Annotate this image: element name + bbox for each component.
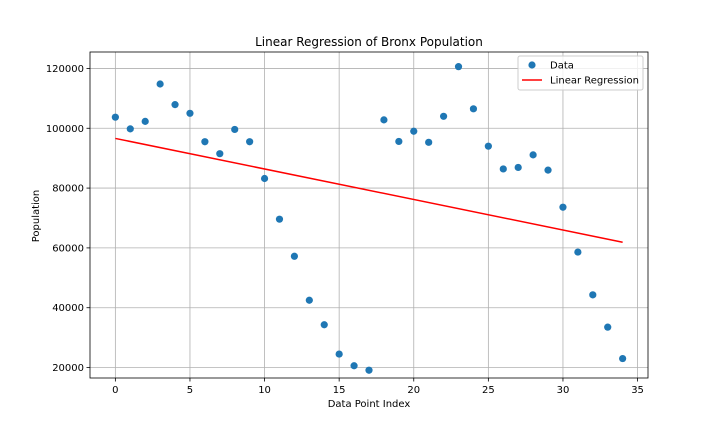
data-point bbox=[484, 142, 492, 150]
data-point bbox=[141, 117, 149, 125]
data-point bbox=[335, 350, 343, 358]
x-tick-label: 30 bbox=[557, 385, 570, 396]
x-tick-label: 35 bbox=[631, 385, 644, 396]
data-point bbox=[320, 321, 328, 329]
data-point bbox=[469, 105, 478, 113]
chart-title: Linear Regression of Bronx Population bbox=[255, 35, 483, 49]
data-point bbox=[410, 127, 418, 135]
data-point bbox=[395, 137, 403, 146]
data-point bbox=[559, 203, 567, 211]
legend-data-marker bbox=[528, 61, 536, 69]
data-point bbox=[589, 291, 597, 299]
legend-label-regression: Linear Regression bbox=[550, 76, 639, 87]
grid bbox=[90, 52, 648, 378]
data-point bbox=[156, 80, 164, 88]
axis-ticks: 0 5 10 15 20 25 30 35 20000 40000 60000 80000 100000… bbox=[46, 64, 644, 396]
data-point bbox=[380, 116, 388, 124]
data-point bbox=[604, 323, 612, 331]
data-point bbox=[305, 296, 313, 304]
x-tick-label: 0 bbox=[112, 385, 118, 396]
chart-marks bbox=[111, 63, 627, 374]
x-tick-label: 10 bbox=[258, 385, 271, 396]
y-tick-label: 40000 bbox=[52, 303, 84, 314]
x-tick-label: 20 bbox=[407, 385, 420, 396]
x-tick-label: 15 bbox=[333, 385, 346, 396]
data-point bbox=[231, 125, 239, 134]
legend-box bbox=[517, 55, 644, 91]
data-point bbox=[425, 138, 433, 146]
plot-frame bbox=[89, 51, 649, 379]
legend-label-data: Data bbox=[550, 61, 574, 72]
data-point bbox=[275, 215, 284, 223]
data-point bbox=[499, 165, 507, 173]
regression-line bbox=[115, 137, 623, 243]
y-tick-label: 80000 bbox=[52, 184, 84, 195]
y-tick-label: 100000 bbox=[46, 124, 84, 135]
y-axis-label: Population bbox=[31, 190, 42, 243]
data-point bbox=[454, 63, 463, 71]
y-tick-label: 60000 bbox=[52, 243, 84, 254]
x-axis-label: Data Point Index bbox=[328, 399, 411, 410]
data-point bbox=[529, 151, 537, 159]
data-point bbox=[514, 163, 522, 172]
y-tick-label: 120000 bbox=[46, 64, 84, 75]
data-point bbox=[201, 138, 209, 146]
data-point bbox=[365, 366, 373, 374]
data-point bbox=[216, 150, 224, 158]
data-point bbox=[126, 125, 134, 133]
legend: Data Linear Regression bbox=[517, 55, 644, 91]
x-tick-label: 25 bbox=[482, 385, 495, 396]
data-point bbox=[619, 354, 627, 363]
data-point bbox=[439, 112, 448, 120]
x-tick-label: 5 bbox=[187, 385, 193, 396]
data-point bbox=[544, 166, 552, 174]
data-point bbox=[186, 109, 194, 117]
data-point bbox=[171, 101, 179, 109]
data-point bbox=[350, 362, 358, 370]
data-point bbox=[574, 248, 582, 256]
data-point bbox=[246, 138, 254, 146]
data-point bbox=[111, 113, 119, 121]
y-tick-label: 20000 bbox=[52, 363, 84, 374]
data-point bbox=[290, 252, 299, 260]
data-point bbox=[260, 174, 269, 183]
